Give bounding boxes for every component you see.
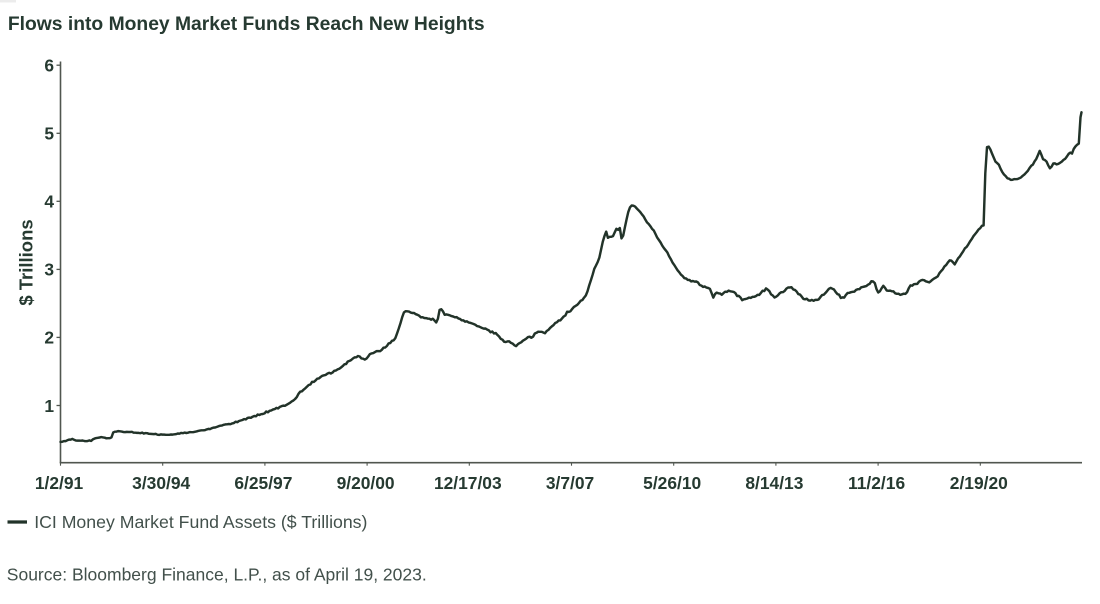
svg-text:Flows into Money Market Funds: Flows into Money Market Funds Reach New … — [8, 14, 485, 35]
svg-text:Source: Bloomberg Finance, L.P: Source: Bloomberg Finance, L.P., as of A… — [7, 565, 427, 585]
svg-text:4: 4 — [44, 192, 54, 212]
svg-text:12/17/03: 12/17/03 — [434, 473, 502, 493]
svg-text:3/30/94: 3/30/94 — [132, 473, 190, 493]
svg-text:6/25/97: 6/25/97 — [234, 473, 292, 493]
svg-text:8/14/13: 8/14/13 — [745, 473, 803, 493]
svg-text:2: 2 — [44, 328, 54, 348]
svg-text:11/2/16: 11/2/16 — [848, 473, 905, 493]
svg-text:5: 5 — [44, 124, 54, 144]
svg-text:2/19/20: 2/19/20 — [950, 473, 1008, 493]
svg-text:6: 6 — [44, 56, 54, 76]
svg-text:1/2/91: 1/2/91 — [35, 473, 84, 493]
svg-text:9/20/00: 9/20/00 — [337, 473, 395, 493]
svg-text:$ Trillions: $ Trillions — [16, 219, 37, 305]
svg-text:3: 3 — [44, 260, 54, 280]
svg-text:3/7/07: 3/7/07 — [546, 473, 594, 493]
svg-text:5/26/10: 5/26/10 — [643, 473, 701, 493]
svg-text:ICI Money Market Fund Assets (: ICI Money Market Fund Assets ($ Trillion… — [34, 512, 367, 532]
svg-text:1: 1 — [44, 396, 54, 416]
